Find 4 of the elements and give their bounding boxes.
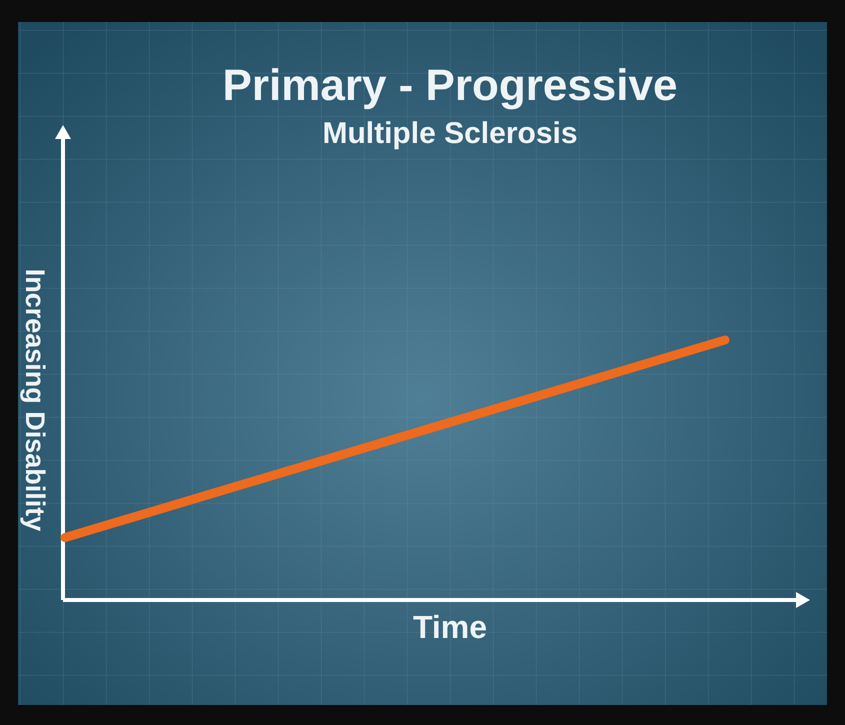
y-axis-title: Increasing Disability <box>20 268 50 532</box>
chart-title: Primary - Progressive <box>222 61 678 110</box>
chart-subtitle: Multiple Sclerosis <box>322 117 578 150</box>
x-axis-title: Time <box>412 609 488 645</box>
